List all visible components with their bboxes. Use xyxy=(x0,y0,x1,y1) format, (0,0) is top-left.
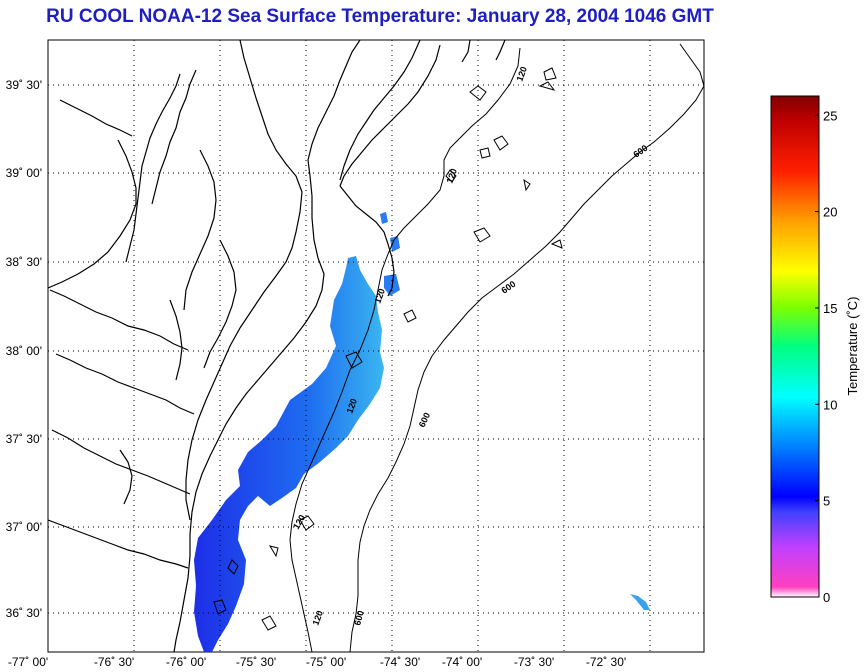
longitude-tick-label: -72˚ 30' xyxy=(586,655,626,669)
colorbar-tick-label: 10 xyxy=(823,397,837,412)
latitude-tick-label: 39˚ 30' xyxy=(6,78,42,92)
contour-label-120: 120 xyxy=(444,167,459,185)
colorbar-tick-label: 20 xyxy=(823,205,837,220)
longitude-tick-label: -74˚ 00' xyxy=(442,655,482,669)
sst-patch-small xyxy=(380,212,388,224)
latitude-tick-label: 39˚ 00' xyxy=(6,166,42,180)
sst-patch-small xyxy=(630,594,650,610)
contour-label-120: 120 xyxy=(310,609,325,627)
colorbar xyxy=(770,95,820,598)
longitude-tick-label: -75˚ 30' xyxy=(236,655,276,669)
contour-label-120: 120 xyxy=(372,287,387,305)
map-title: RU COOL NOAA-12 Sea Surface Temperature:… xyxy=(46,6,714,27)
longitude-labels: -77˚ 00' -76˚ 30' -76˚ 00' -75˚ 30' -75˚ 00'… xyxy=(8,655,626,669)
colorbar-tick-label: 0 xyxy=(823,590,830,605)
colorbar-ticks: 25 20 15 10 5 0 xyxy=(815,108,837,605)
latitude-tick-label: 38˚ 00' xyxy=(6,344,42,358)
coastline xyxy=(48,40,506,652)
colorbar-tick-label: 5 xyxy=(823,494,830,509)
isobath-600m xyxy=(349,43,704,652)
latitude-tick-label: 38˚ 30' xyxy=(6,255,42,269)
longitude-tick-label: -75˚ 00' xyxy=(306,655,346,669)
contour-label-120: 120 xyxy=(344,397,359,415)
longitude-tick-label: -76˚ 00' xyxy=(166,655,206,669)
contour-label-120: 120 xyxy=(514,65,529,83)
colorbar-tick-label: 25 xyxy=(823,108,837,123)
longitude-tick-label: -74˚ 30' xyxy=(380,655,420,669)
contour-label-600: 600 xyxy=(352,609,366,626)
longitude-tick-label: -76˚ 30' xyxy=(94,655,134,669)
latitude-labels: 39˚ 30' 39˚ 00' 38˚ 30' 38˚ 00' 37˚ 30' 37˚ 0… xyxy=(6,78,42,620)
latitude-tick-label: 37˚ 00' xyxy=(6,520,42,534)
graticule xyxy=(48,40,704,652)
longitude-tick-label: -77˚ 00' xyxy=(8,655,48,669)
latitude-tick-label: 36˚ 30' xyxy=(6,606,42,620)
latitude-tick-label: 37˚ 30' xyxy=(6,432,42,446)
colorbar-label: Temperature (˚C) xyxy=(845,297,860,396)
colorbar-tick-label: 15 xyxy=(823,301,837,316)
isobath-120m xyxy=(289,47,521,652)
longitude-tick-label: -73˚ 30' xyxy=(514,655,554,669)
sst-cold-water-patch xyxy=(194,256,384,652)
